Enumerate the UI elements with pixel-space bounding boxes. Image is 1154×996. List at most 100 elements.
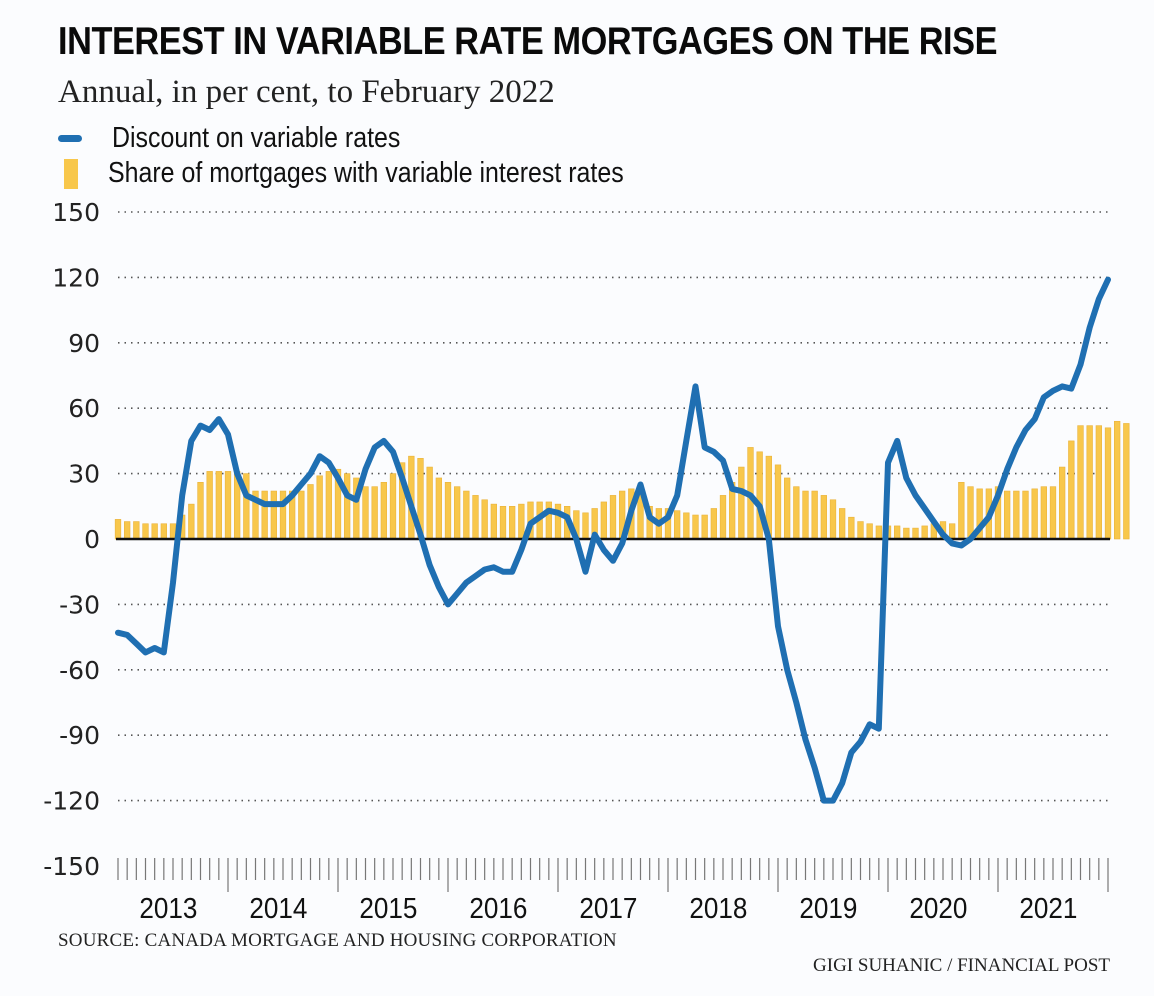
- bar: [921, 525, 928, 540]
- x-tick-label: 2013: [139, 892, 197, 925]
- y-tick-label: 150: [52, 198, 100, 227]
- x-tick-label: 2018: [689, 892, 747, 925]
- bar: [600, 501, 607, 540]
- y-tick-label: 90: [68, 329, 100, 358]
- bar: [298, 490, 305, 540]
- bar: [133, 521, 140, 540]
- bar: [1059, 466, 1066, 540]
- legend-item-line: Discount on variable rates: [58, 122, 447, 155]
- bar: [124, 521, 131, 540]
- bar: [710, 508, 717, 540]
- gridlines: [118, 211, 1108, 802]
- bar: [261, 490, 268, 540]
- bar: [784, 477, 791, 540]
- bar: [490, 503, 497, 540]
- x-tick-label: 2020: [909, 892, 967, 925]
- bar: [674, 510, 681, 540]
- bar: [820, 495, 827, 540]
- bar: [362, 486, 369, 540]
- y-tick-label: -150: [43, 852, 100, 881]
- bar: [270, 490, 277, 540]
- bar: [188, 503, 195, 540]
- y-tick-label: -60: [59, 656, 100, 685]
- bar: [683, 512, 690, 540]
- bar: [848, 516, 855, 540]
- bar: [160, 523, 167, 540]
- legend-item-bar: Share of mortgages with variable interes…: [58, 157, 708, 190]
- bar: [463, 490, 470, 540]
- y-tick-label: 60: [68, 394, 100, 423]
- bar: [1077, 425, 1084, 540]
- y-tick-label: -120: [43, 787, 100, 816]
- bar: [719, 495, 727, 540]
- bar: [371, 486, 378, 540]
- bar: [912, 527, 919, 540]
- bar: [967, 486, 974, 540]
- bar: [701, 514, 708, 540]
- bar: [811, 490, 818, 540]
- bar: [1031, 488, 1038, 540]
- x-tick-label: 2015: [359, 892, 417, 925]
- line-series: [115, 276, 1111, 804]
- bar: [344, 473, 351, 540]
- bar: [197, 482, 204, 540]
- bar: [499, 505, 507, 540]
- credit-note: GIGI SUHANIC / FINANCIAL POST: [813, 955, 1110, 976]
- bar: [839, 508, 846, 540]
- bar: [472, 495, 479, 540]
- legend-bar-label: Share of mortgages with variable interes…: [108, 157, 624, 189]
- chart-title: INTEREST IN VARIABLE RATE MORTGAGES ON T…: [58, 20, 998, 63]
- bar: [875, 525, 882, 540]
- bar: [1004, 490, 1011, 540]
- bar: [1022, 490, 1029, 540]
- x-axis: 2013 2014 2015 2016 2017 2018 2019 2020 2021: [117, 858, 1109, 925]
- bar: [802, 490, 809, 540]
- chart-subtitle: Annual, in per cent, to February 2022: [58, 74, 555, 110]
- bar: [903, 527, 910, 540]
- bar: [454, 486, 461, 540]
- bar: [1104, 427, 1112, 540]
- source-note: SOURCE: CANADA MORTGAGE AND HOUSING CORP…: [58, 930, 617, 951]
- bar: [866, 523, 873, 540]
- bar: [582, 512, 589, 540]
- bar: [857, 521, 864, 540]
- bar: [224, 471, 232, 540]
- bar: [142, 523, 149, 540]
- bar: [774, 464, 782, 540]
- y-tick-label: 30: [68, 460, 100, 489]
- bar: [509, 505, 516, 540]
- x-tick-label: 2019: [799, 892, 857, 925]
- bar: [1049, 486, 1057, 540]
- x-tick-label: 2021: [1019, 892, 1077, 925]
- bar: [958, 482, 965, 540]
- x-tick-label: 2014: [249, 892, 307, 925]
- bar: [325, 471, 332, 540]
- bar: [949, 523, 956, 540]
- bar: [609, 495, 617, 540]
- x-tick-label: 2017: [579, 892, 637, 925]
- bar: [756, 451, 763, 540]
- y-tick-label: 0: [84, 525, 100, 554]
- bar: [1040, 486, 1047, 540]
- legend-line-label: Discount on variable rates: [112, 122, 401, 154]
- legend-line-swatch-icon: [58, 135, 82, 142]
- bar: [1068, 440, 1075, 540]
- bar: [151, 523, 158, 540]
- bar: [114, 519, 122, 540]
- legend-bar-swatch-icon: [64, 158, 78, 189]
- bar: [793, 486, 800, 540]
- bar: [206, 471, 213, 540]
- bar: [1086, 425, 1093, 540]
- bar: [1114, 420, 1121, 540]
- x-tick-label: 2016: [469, 892, 527, 925]
- bar: [435, 477, 442, 540]
- bar: [894, 525, 901, 540]
- bar-series: [114, 420, 1130, 540]
- bar: [426, 466, 433, 540]
- bar: [518, 503, 525, 540]
- bar: [307, 484, 314, 540]
- bar: [380, 482, 387, 540]
- y-tick-label: -30: [59, 590, 100, 619]
- bar: [829, 499, 837, 540]
